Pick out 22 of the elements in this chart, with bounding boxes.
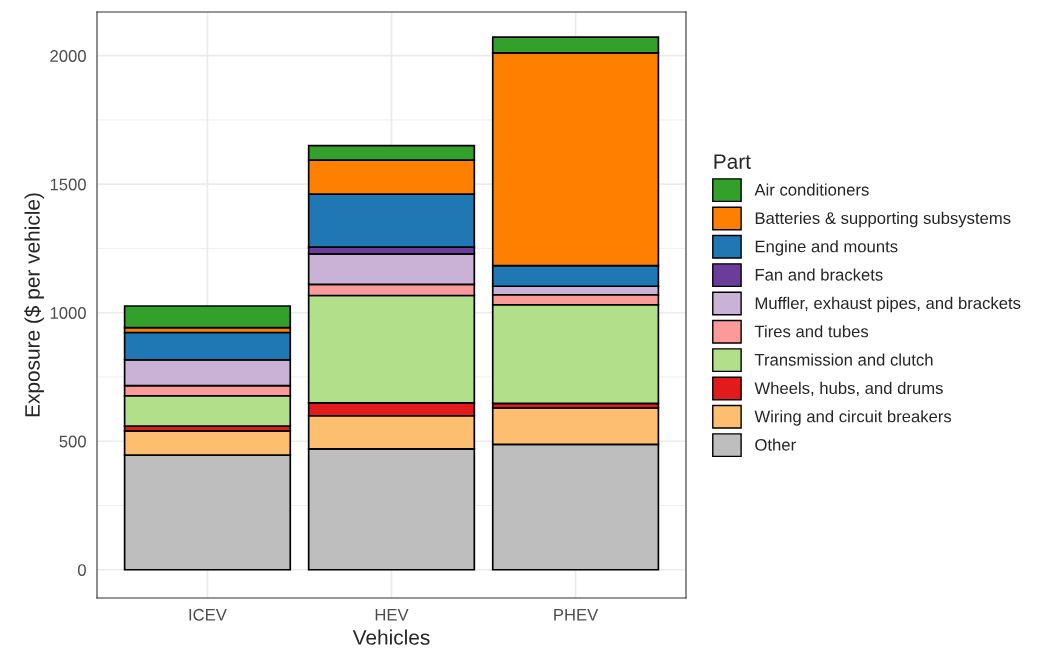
legend-label: Transmission and clutch bbox=[754, 353, 933, 366]
legend-label: Muffler, exhaust pipes, and brackets bbox=[755, 296, 1021, 313]
legend-label: Wheels, hubs, and drums bbox=[754, 381, 943, 397]
legend-label: Fan and brackets bbox=[755, 268, 883, 281]
x-tick-label: HEV bbox=[375, 609, 409, 621]
bar bbox=[123, 305, 292, 329]
y-tick-label: 2000 bbox=[50, 50, 86, 62]
y-axis-title: Exposure ($ per vehicle) bbox=[24, 193, 44, 417]
y-tick-label: 1000 bbox=[50, 307, 86, 319]
legend-label: Air conditioners bbox=[754, 183, 869, 196]
x-tick-label: ICEV bbox=[189, 608, 227, 621]
legend-label: Batteries & supporting subsystems bbox=[755, 211, 1011, 228]
y-tick-label: 0 bbox=[77, 564, 86, 576]
y-tick-label: 500 bbox=[59, 435, 86, 448]
legend-label: Engine and mounts bbox=[755, 240, 898, 256]
x-tick-label: PHEV bbox=[554, 609, 599, 621]
legend-label: Other bbox=[755, 438, 796, 451]
y-tick-label: 1500 bbox=[50, 178, 86, 191]
legend-label: Tires and tubes bbox=[754, 325, 869, 338]
x-axis-title: Vehicles bbox=[352, 629, 430, 645]
legend-label: Wiring and circuit breakers bbox=[754, 410, 952, 426]
legend-title: Part bbox=[714, 154, 751, 169]
